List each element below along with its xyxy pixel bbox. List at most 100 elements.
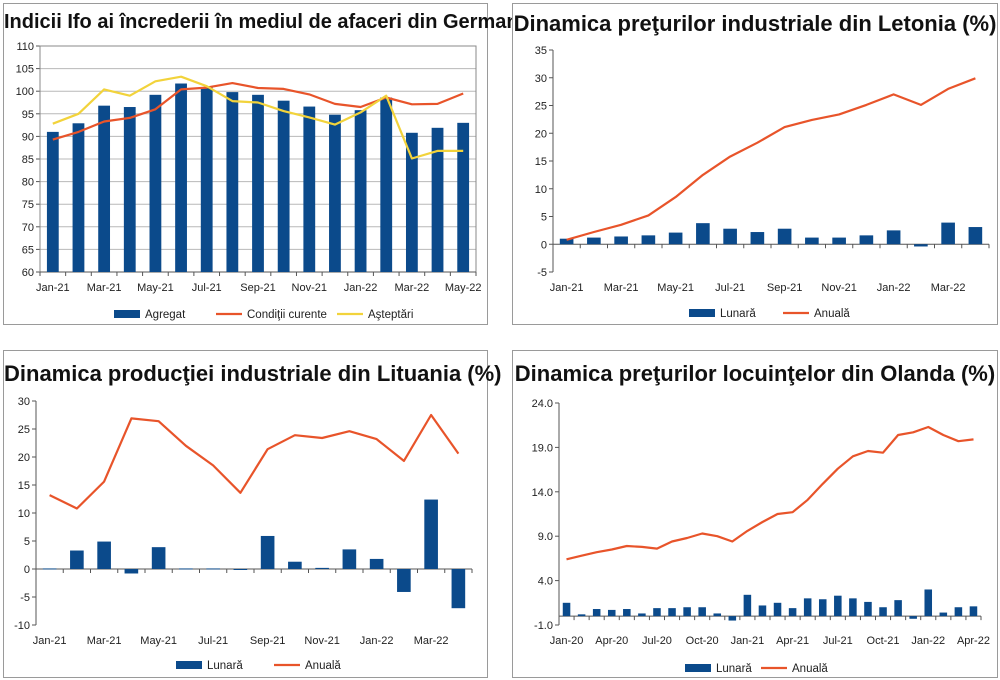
y-tick-label: 65 [22,244,34,256]
x-tick-label: Apr-22 [957,635,990,647]
bar [924,589,933,617]
bar [607,609,616,617]
bar [149,94,162,272]
y-tick-label: 4.0 [538,576,553,588]
legend-label: Anuală [305,660,341,672]
series-line [566,425,974,561]
panel-preturi-industriale-letonia: Dinamica preţurilor industriale din Leto… [512,3,998,325]
bar [805,237,819,245]
y-tick-label: 100 [16,86,34,98]
x-tick-label: Jul-20 [642,635,672,647]
y-tick-label: 75 [22,199,34,211]
y-tick-label: 9.0 [538,531,553,543]
series-line [52,75,464,160]
x-tick-label: Jan-22 [344,282,378,294]
y-tick-label: 5 [541,212,547,224]
legend-label: Lunară [720,308,756,320]
y-tick-label: 70 [22,222,34,234]
y-tick-label: 19.0 [532,442,553,454]
bar [864,601,872,617]
chart-preturi-locuinte-olanda: -1.0 4.0 9.0 14.0 19.0 24.0 Jan-20 Apr-20 Jul-20… [532,398,990,675]
bar [713,613,722,617]
y-tick-label: 14.0 [532,487,553,499]
bar [969,606,978,617]
bar [668,608,676,617]
bar [206,568,220,570]
bar [773,602,782,617]
x-tick-label: May-22 [445,282,482,294]
y-tick-label: 35 [535,45,547,57]
x-tick-label: May-21 [137,282,174,294]
legend-swatch [176,661,202,669]
bar [342,549,357,569]
bar [70,550,84,569]
y-tick-label: 95 [22,109,34,121]
bar [728,616,737,621]
x-tick-label: Jul-21 [823,635,853,647]
chart-title: Dinamica preţurilor locuinţelor din Olan… [514,361,996,386]
chart-preturi-industriale-letonia: -5 0 5 10 15 20 25 30 35 Jan-21 Mar-21 May-21 Jul-21… [535,45,990,320]
x-tick-label: Mar-22 [414,635,449,647]
chart-title: Dinamica preţurilor industriale din Leto… [513,11,997,36]
bar [577,614,586,617]
x-tick-label: Sep-21 [240,282,275,294]
chart-title: Dinamica producţiei industriale din Litu… [4,361,502,386]
bar [424,499,438,569]
bar [559,238,574,245]
y-tick-label: 60 [22,267,34,279]
bar [879,607,887,617]
bar [397,569,411,592]
y-tick-label: -1.0 [534,620,553,632]
legend-label: Aşteptări [368,309,413,321]
bar [98,105,111,272]
y-tick-label: 20 [535,128,547,140]
x-tick-label: May-21 [657,282,694,294]
panel-preturi-locuinte-olanda: Dinamica preţurilor locuinţelor din Olan… [512,350,998,678]
bar [124,569,139,574]
bar [968,227,983,245]
legend-label: Agregat [145,309,186,321]
bar [97,541,111,569]
bar [200,87,213,273]
x-tick-label: Nov-21 [821,282,856,294]
y-tick-label: 90 [22,131,34,143]
x-tick-label: Jan-22 [360,635,394,647]
series-line [49,413,460,510]
bar [653,608,661,617]
bar [668,232,683,245]
bar [696,223,710,245]
x-tick-label: Jan-22 [877,282,911,294]
y-tick-label: 25 [535,101,547,113]
x-tick-label: Jan-21 [33,635,67,647]
bar [252,94,264,272]
bar [457,122,470,272]
bar [758,605,767,617]
x-tick-label: Oct-21 [867,635,900,647]
y-tick-label: 25 [18,424,30,436]
chart-productie-industriala-lituania: -10 -5 0 5 10 15 20 25 30 Jan-21 Mar-21 May-21 Jul-2… [14,396,473,672]
bar [818,599,827,617]
bar [123,107,136,273]
x-tick-label: Jul-21 [192,282,222,294]
x-tick-label: Jan-21 [550,282,584,294]
x-tick-label: Jan-21 [731,635,765,647]
bar [914,244,928,247]
y-tick-label: 30 [535,73,547,85]
x-tick-label: Mar-21 [87,282,122,294]
bar [405,132,418,272]
x-tick-label: Mar-21 [604,282,639,294]
x-tick-label: Mar-21 [87,635,122,647]
x-tick-label: Mar-22 [931,282,966,294]
bar [562,602,571,617]
chart-title: Indicii Ifo ai încrederii în mediul de a… [4,11,536,33]
bar [369,558,384,569]
bar [315,567,329,569]
y-tick-label: -5 [20,592,30,604]
bar [941,222,955,245]
bar [451,569,466,609]
bar [72,123,85,273]
x-tick-label: Sep-21 [250,635,285,647]
legend-label: Lunară [716,663,752,675]
bar [683,607,691,617]
bar [179,568,193,570]
